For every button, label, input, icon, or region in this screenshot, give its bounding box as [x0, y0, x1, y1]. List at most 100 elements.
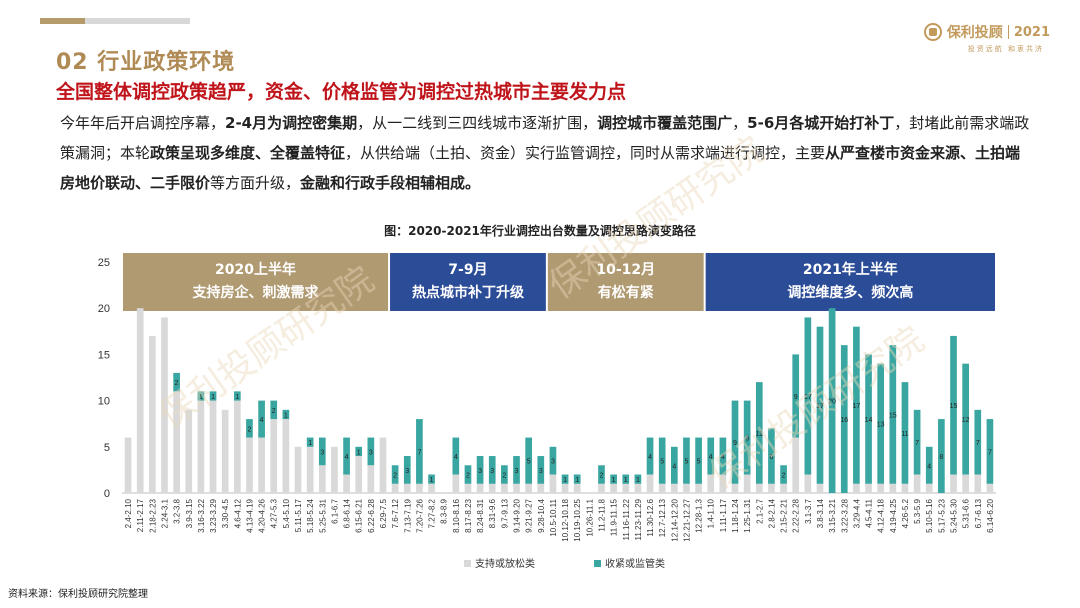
bar-tight: [792, 354, 800, 438]
bar-data-label: 4: [672, 463, 676, 470]
x-tick-label: 3.15-3.21: [828, 498, 837, 532]
y-tick-label: 25: [98, 257, 110, 269]
bar-data-label: 1: [357, 449, 361, 456]
legend-swatch-loose: [464, 560, 471, 567]
x-tick-label: 11.16-11.22: [622, 498, 631, 540]
y-tick-label: 15: [98, 349, 110, 361]
bar-loose: [561, 483, 569, 493]
bar-loose: [889, 483, 897, 493]
bar-loose: [804, 474, 812, 493]
x-tick-label: 3.9-3.15: [185, 498, 194, 528]
bar-loose: [331, 446, 338, 493]
bar-data-label: 3: [369, 449, 373, 456]
x-tick-label: 1.11-1.17: [719, 498, 728, 532]
bar-loose: [816, 483, 824, 493]
bar-data-label: 1: [199, 394, 203, 401]
bar-loose: [488, 483, 496, 493]
bar-data-label: 13: [877, 422, 885, 429]
bar-tight: [962, 363, 969, 475]
bar-tight: [464, 465, 472, 484]
bar-tight: [974, 409, 982, 475]
x-tick-label: 9.28-10.4: [537, 498, 546, 532]
bar-data-label: 1: [284, 412, 288, 419]
x-tick-label: 9.14-9.20: [513, 498, 522, 532]
bar-loose: [853, 483, 860, 493]
bar-tight: [452, 437, 460, 475]
body-paragraph: 今年年后开启调控序幕，2-4月为调控密集期，从一二线到三四线城市逐渐扩围，调控城…: [60, 108, 1030, 198]
x-tick-label: 9.21-9.27: [525, 498, 534, 532]
headline: 全国整体调控政策趋严，资金、价格监管为调控过热城市主要发力点: [56, 81, 627, 103]
phase-label: 2021年上半年: [803, 261, 898, 278]
x-tick-label: 4.19-4.25: [889, 498, 898, 532]
bar-loose: [379, 437, 387, 493]
bar-data-label: 15: [950, 403, 958, 410]
bar-tight: [950, 335, 957, 475]
x-tick-label: 8.31-9.6: [488, 498, 497, 528]
bar-tight: [804, 317, 812, 475]
bar-loose: [306, 446, 314, 493]
bar-loose: [452, 474, 460, 493]
bar-data-label: 2: [782, 473, 786, 480]
bar-data-label: 3: [490, 468, 494, 475]
bar-data-label: 1: [612, 477, 616, 484]
bar-loose: [658, 483, 666, 493]
bar-loose: [913, 474, 921, 493]
x-tick-label: 10.26-11.1: [585, 498, 594, 536]
bar-loose: [221, 409, 229, 493]
bar-tight: [258, 400, 265, 438]
bar-loose: [124, 437, 132, 493]
x-tick-label: 2.11-2.17: [136, 498, 145, 532]
x-tick-label: 3.30-4.5: [221, 498, 230, 528]
bar-data-label: 14: [865, 417, 873, 424]
bar-tight: [209, 391, 217, 401]
bar-data-label: 3: [320, 449, 324, 456]
x-tick-label: 3.29-4.4: [852, 498, 861, 528]
bar-data-label: 12: [962, 417, 970, 424]
bar-data-label: 2: [466, 473, 470, 480]
bar-tight: [731, 400, 739, 484]
bar-data-label: 8: [939, 454, 943, 461]
x-tick-label: 5.31-6.6: [962, 498, 971, 528]
x-tick-label: 6.29-7.5: [379, 498, 388, 528]
bar-tight: [646, 437, 654, 475]
bar-data-label: 7: [915, 440, 919, 447]
bar-tight: [403, 456, 411, 484]
bar-loose: [161, 317, 168, 493]
bar-tight: [755, 382, 763, 484]
logo-year: 2021: [1013, 24, 1050, 40]
x-tick-label: 12.7-12.13: [658, 498, 667, 537]
bar-tight: [525, 437, 532, 484]
bar-data-label: 1: [636, 477, 640, 484]
bar-tight: [246, 419, 253, 438]
bar-data-label: 17: [804, 394, 812, 401]
bar-data-label: 20: [828, 399, 836, 406]
x-tick-label: 6.15-6.21: [355, 498, 364, 532]
bar-data-label: 2: [600, 473, 604, 480]
bar-loose: [318, 465, 326, 493]
bar-loose: [707, 474, 715, 493]
bar-tight: [853, 326, 860, 484]
x-tick-label: 2.1-2.7: [755, 498, 764, 523]
bar-loose: [136, 308, 144, 493]
x-tick-label: 7.27-8.2: [428, 498, 437, 528]
x-tick-label: 8.17-8.23: [464, 498, 473, 532]
bar-loose: [537, 483, 545, 493]
phase-sublabel: 支持房企、刺激需求: [192, 284, 320, 301]
bar-tight: [416, 419, 423, 484]
bar-loose: [294, 446, 302, 493]
x-tick-label: 1.25-1.31: [743, 498, 752, 532]
bar-loose: [695, 483, 702, 493]
bar-loose: [476, 483, 484, 493]
bar-data-label: 4: [345, 454, 349, 461]
bar-tight: [719, 437, 727, 475]
bar-tight: [233, 391, 241, 401]
phase-banner: [705, 253, 995, 311]
x-tick-label: 2.22-2.28: [792, 498, 801, 532]
bar-data-label: 4: [260, 417, 264, 424]
legend-label-tight: 收紧或监管类: [605, 557, 665, 570]
bar-loose: [962, 474, 969, 493]
bar-loose: [780, 483, 787, 493]
x-tick-label: 6.14-6.20: [986, 498, 995, 532]
bar-loose: [416, 483, 423, 493]
bar-tight: [476, 456, 484, 484]
